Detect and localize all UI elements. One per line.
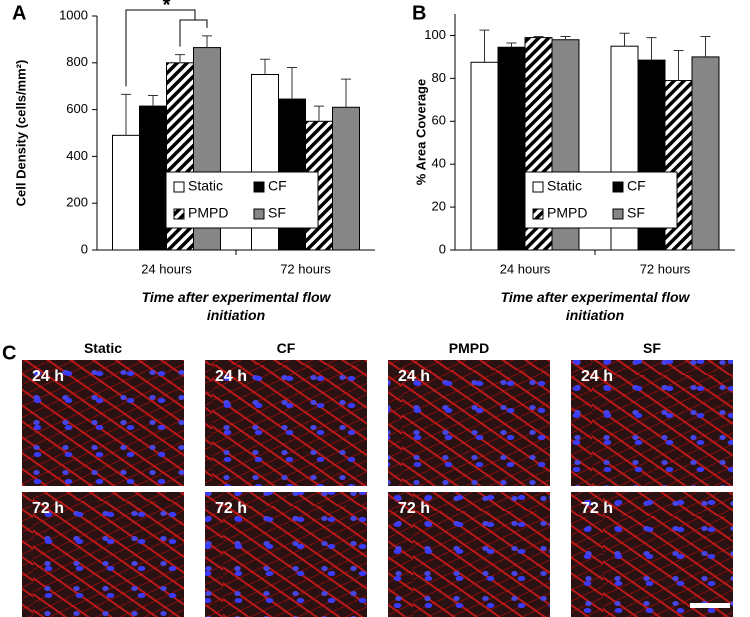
panel-label: B (412, 2, 426, 24)
error-bar (506, 42, 517, 48)
significance-bracket (179, 19, 208, 47)
error-bar (479, 29, 490, 63)
error-bar (533, 36, 544, 38)
time-label: 72 h (215, 500, 248, 517)
legend-label: PMPD (547, 205, 587, 221)
legend-swatch (532, 208, 544, 220)
error-bar (121, 93, 131, 136)
time-label: 72 h (32, 500, 65, 517)
x-tick-label: 72 hours (640, 261, 691, 276)
legend-swatch (532, 181, 544, 193)
significance-bracket (125, 9, 196, 87)
y-tick-label: 100 (424, 27, 446, 42)
error-bar (673, 49, 684, 81)
time-label: 24 h (32, 368, 65, 385)
y-axis-label: % Area Coverage (413, 79, 428, 185)
column-header: CF (276, 340, 296, 356)
legend-label: CF (627, 178, 646, 194)
legend-label: SF (627, 205, 645, 221)
y-tick-label: 40 (432, 156, 446, 171)
x-tick-label: 24 hours (500, 261, 551, 276)
error-bar (341, 78, 351, 108)
significance-label: * (163, 0, 171, 16)
time-label: 24 h (215, 368, 248, 385)
error-bar (646, 37, 657, 61)
panel-label: A (12, 2, 26, 24)
column-header: PMPD (448, 340, 490, 356)
x-axis-label-box: Time after experimental flow initiation (500, 289, 690, 323)
legend-swatch (612, 181, 624, 193)
x-axis-label-box: Time after experimental flow initiation (141, 289, 331, 323)
error-bar (148, 95, 158, 107)
y-tick-label: 60 (432, 113, 446, 128)
micrograph: 72 h (388, 492, 550, 617)
legend-box (165, 171, 319, 229)
x-tick-label: 72 hours (280, 261, 331, 276)
bar (139, 105, 167, 251)
column-header: Static (83, 340, 123, 356)
bar (691, 56, 720, 251)
x-axis-label: Time after experimental flow initiation (141, 289, 331, 323)
micrograph: 72 h (205, 492, 367, 617)
error-bar (260, 58, 270, 75)
legend-label: Static (547, 178, 582, 194)
x-tick-label: 24 hours (141, 261, 192, 276)
y-tick-label: 0 (439, 241, 446, 256)
micrograph: 72 h (22, 492, 184, 617)
column-header: SF (643, 340, 661, 356)
error-bar (314, 105, 324, 122)
legend-label: CF (268, 178, 287, 194)
time-label: 72 h (581, 500, 614, 517)
y-tick-label: 0 (81, 241, 88, 256)
y-axis-label: Cell Density (cells/mm²) (13, 60, 28, 207)
error-bar (700, 36, 711, 57)
error-bar (175, 54, 185, 63)
legend-swatch (253, 181, 265, 193)
error-bar (287, 66, 297, 100)
time-label: 72 h (398, 500, 431, 517)
time-label: 24 h (581, 368, 614, 385)
legend-swatch (253, 208, 265, 220)
bar (470, 61, 499, 251)
y-tick-label: 800 (66, 54, 88, 69)
error-bar (202, 35, 212, 48)
y-tick-label: 80 (432, 70, 446, 85)
bar (497, 46, 526, 251)
y-tick-label: 200 (66, 195, 88, 210)
micrograph: 24 h (388, 360, 550, 486)
legend-label: SF (268, 205, 286, 221)
legend-label: Static (188, 178, 223, 194)
y-tick-label: 400 (66, 148, 88, 163)
micrograph: 24 h (205, 360, 367, 486)
micrograph: 24 h (22, 360, 184, 486)
legend-swatch (612, 208, 624, 220)
y-tick-label: 20 (432, 199, 446, 214)
error-bar (619, 32, 630, 47)
scale-bar (690, 603, 730, 608)
time-label: 24 h (398, 368, 431, 385)
error-bar (560, 36, 571, 40)
legend-label: PMPD (188, 205, 228, 221)
y-tick-label: 1000 (59, 7, 88, 22)
micrograph: 72 h (571, 492, 733, 617)
panel-label: C (2, 342, 16, 364)
y-tick-label: 600 (66, 101, 88, 116)
micrograph: 24 h (571, 360, 733, 486)
legend-swatch (173, 208, 185, 220)
x-axis-label: Time after experimental flow initiation (500, 289, 690, 323)
legend-box (524, 171, 678, 229)
bar (332, 106, 360, 251)
legend-swatch (173, 181, 185, 193)
bar (112, 134, 140, 251)
